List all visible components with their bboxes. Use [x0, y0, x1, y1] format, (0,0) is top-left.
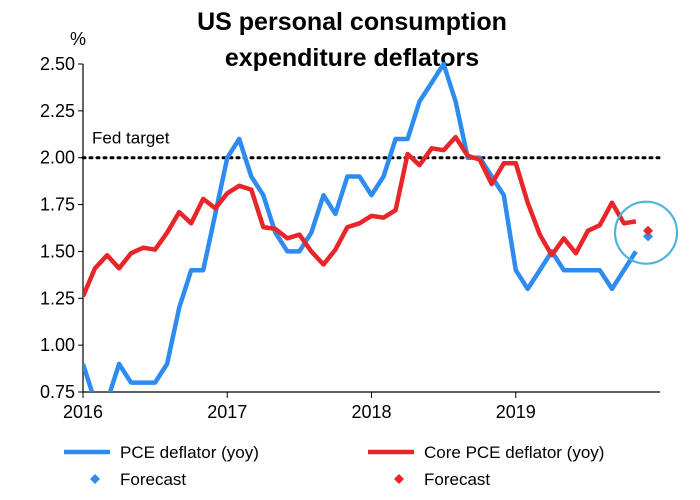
legend: PCE deflator (yoy) Core PCE deflator (yoy… [64, 443, 604, 489]
y-tick-label: 1.25 [40, 288, 75, 308]
x-tick-label: 2018 [351, 402, 391, 422]
forecast-marker [643, 225, 654, 236]
legend-diamond-swatch [90, 474, 100, 484]
forecast-marker [643, 231, 654, 242]
y-axis-unit: % [70, 29, 86, 49]
y-tick-label: 1.50 [40, 241, 75, 261]
y-tick-label: 2.00 [40, 148, 75, 168]
x-tick-label: 2016 [63, 402, 103, 422]
fed-target-label: Fed target [92, 129, 170, 148]
y-tick-label: 1.00 [40, 335, 75, 355]
x-tick-label: 2017 [207, 402, 247, 422]
pce-deflator-line [83, 62, 638, 392]
y-tick-label: 2.50 [40, 54, 75, 74]
legend-label: Core PCE deflator (yoy) [424, 443, 604, 462]
legend-diamond-swatch [394, 474, 404, 484]
legend-label: Forecast [424, 470, 490, 489]
legend-label: PCE deflator (yoy) [120, 443, 259, 462]
y-tick-label: 1.75 [40, 195, 75, 215]
y-tick-label: 2.25 [40, 101, 75, 121]
chart-title-line-2: expenditure deflators [225, 44, 479, 72]
core-pce-deflator-line [83, 134, 637, 298]
forecast-highlight-circle [613, 200, 679, 265]
y-tick-label: 0.75 [40, 382, 75, 402]
x-tick-label: 2019 [496, 402, 536, 422]
chart-title-line-1: US personal consumption [197, 8, 507, 36]
legend-label: Forecast [120, 470, 186, 489]
